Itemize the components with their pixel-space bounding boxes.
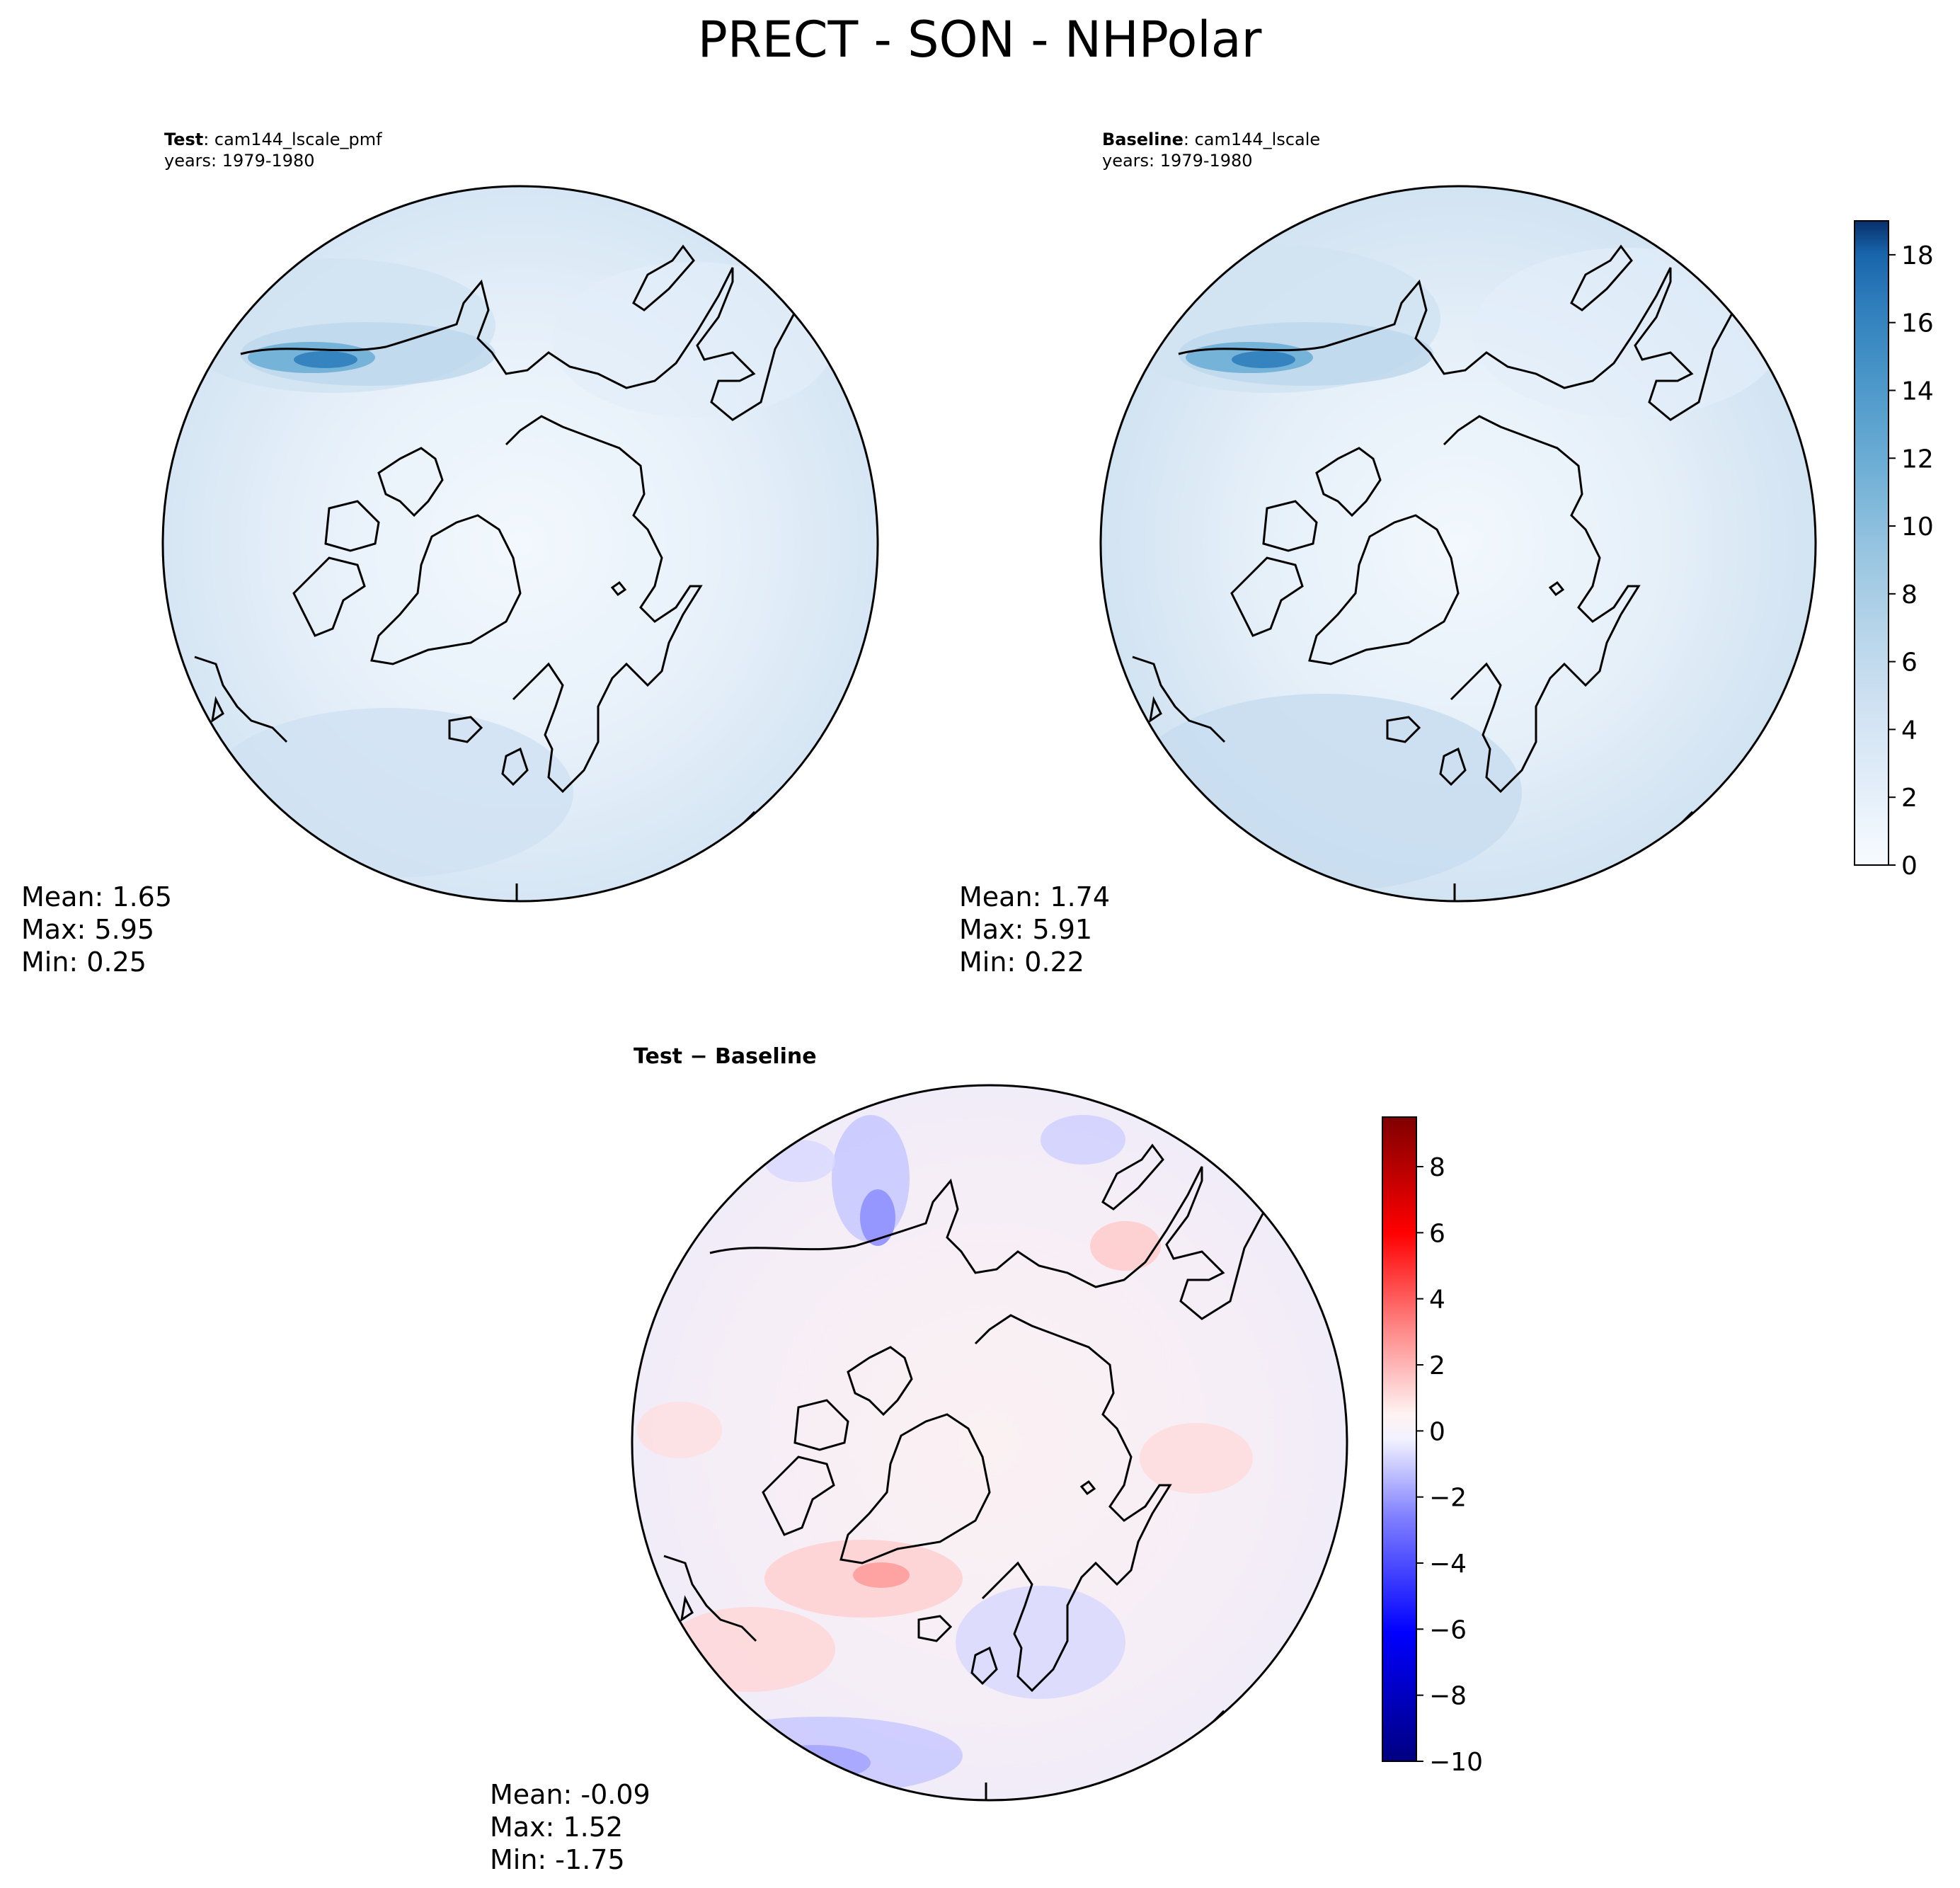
colorbar-sequential: 0 2 4 6 8 10 12 14 16 18 [1854, 220, 1934, 881]
panel-baseline: Baseline: cam144_lscale years: 1979-1980… [959, 130, 1817, 978]
panel-baseline-label-rest: : cam144_lscale [1184, 130, 1320, 149]
map-test-boundary [161, 185, 879, 903]
colorbar-tick-label: 10 [1901, 513, 1934, 542]
colorbar-tick-label: 8 [1429, 1153, 1445, 1182]
panel-test-max: Max: 5.95 [21, 914, 154, 945]
map-diff-boundary [631, 1084, 1348, 1802]
panel-diff-mean: Mean: -0.09 [490, 1779, 651, 1810]
colorbar-tick-label: 18 [1901, 241, 1934, 270]
colorbar-sequential-ticks: 0 2 4 6 8 10 12 14 16 18 [1889, 241, 1934, 881]
panel-baseline-label-bold: Baseline [1102, 130, 1184, 149]
panel-test-label-bold: Test [164, 130, 203, 149]
colorbar-tick-label: 2 [1901, 784, 1918, 813]
colorbar-tick-label: 0 [1429, 1417, 1445, 1446]
colorbar-tick-label: 4 [1429, 1286, 1445, 1315]
panel-test: Test: cam144_lscale_pmf years: 1979-1980… [21, 130, 879, 978]
colorbar-tick-label: 14 [1901, 377, 1934, 406]
panel-diff-max: Max: 1.52 [490, 1812, 623, 1843]
panel-test-years: years: 1979-1980 [164, 151, 315, 171]
colorbar-tick-label: 4 [1901, 716, 1918, 745]
colorbar-tick-label: 8 [1901, 580, 1918, 610]
colorbar-tick-label: −8 [1429, 1682, 1467, 1711]
colorbar-diverging-bar [1382, 1116, 1417, 1762]
colorbar-tick-label: −4 [1429, 1550, 1467, 1579]
panel-baseline-label: Baseline: cam144_lscale [1102, 130, 1320, 149]
colorbar-tick-label: 6 [1901, 648, 1918, 677]
colorbar-tick-label: 12 [1901, 445, 1934, 474]
panel-test-label: Test: cam144_lscale_pmf [164, 130, 382, 149]
colorbar-tick-label: −6 [1429, 1615, 1467, 1644]
panel-baseline-min: Min: 0.22 [959, 946, 1084, 978]
colorbar-tick-label: 2 [1429, 1351, 1445, 1380]
panel-test-label-rest: : cam144_lscale_pmf [203, 130, 382, 149]
colorbar-tick-label: −2 [1429, 1484, 1467, 1513]
colorbar-tick-label: 6 [1429, 1219, 1445, 1248]
panel-diff-label: Test − Baseline [634, 1044, 817, 1069]
map-test [161, 185, 879, 903]
panel-diff-min: Min: -1.75 [490, 1844, 625, 1875]
colorbar-sequential-bar [1854, 220, 1889, 866]
panel-baseline-max: Max: 5.91 [959, 914, 1092, 945]
figure-title: PRECT - SON - NHPolar [698, 11, 1262, 69]
panel-baseline-mean: Mean: 1.74 [959, 881, 1110, 912]
colorbar-tick-label: 0 [1901, 852, 1918, 881]
panel-test-min: Min: 0.25 [21, 946, 147, 978]
colorbar-diverging-ticks: 8 6 4 2 0 −2 −4 −6 −8 −10 [1416, 1153, 1483, 1777]
colorbar-diverging: 8 6 4 2 0 −2 −4 −6 −8 −10 [1382, 1116, 1483, 1777]
map-baseline [1099, 185, 1817, 903]
map-diff [631, 1084, 1348, 1802]
panel-test-mean: Mean: 1.65 [21, 881, 172, 912]
map-baseline-boundary [1099, 185, 1817, 903]
colorbar-tick-label: 16 [1901, 309, 1934, 338]
colorbar-tick-label: −10 [1429, 1748, 1483, 1777]
panel-diff: Test − Baseline Mean: -0.09 [490, 1044, 1348, 1875]
panel-baseline-years: years: 1979-1980 [1102, 151, 1253, 171]
